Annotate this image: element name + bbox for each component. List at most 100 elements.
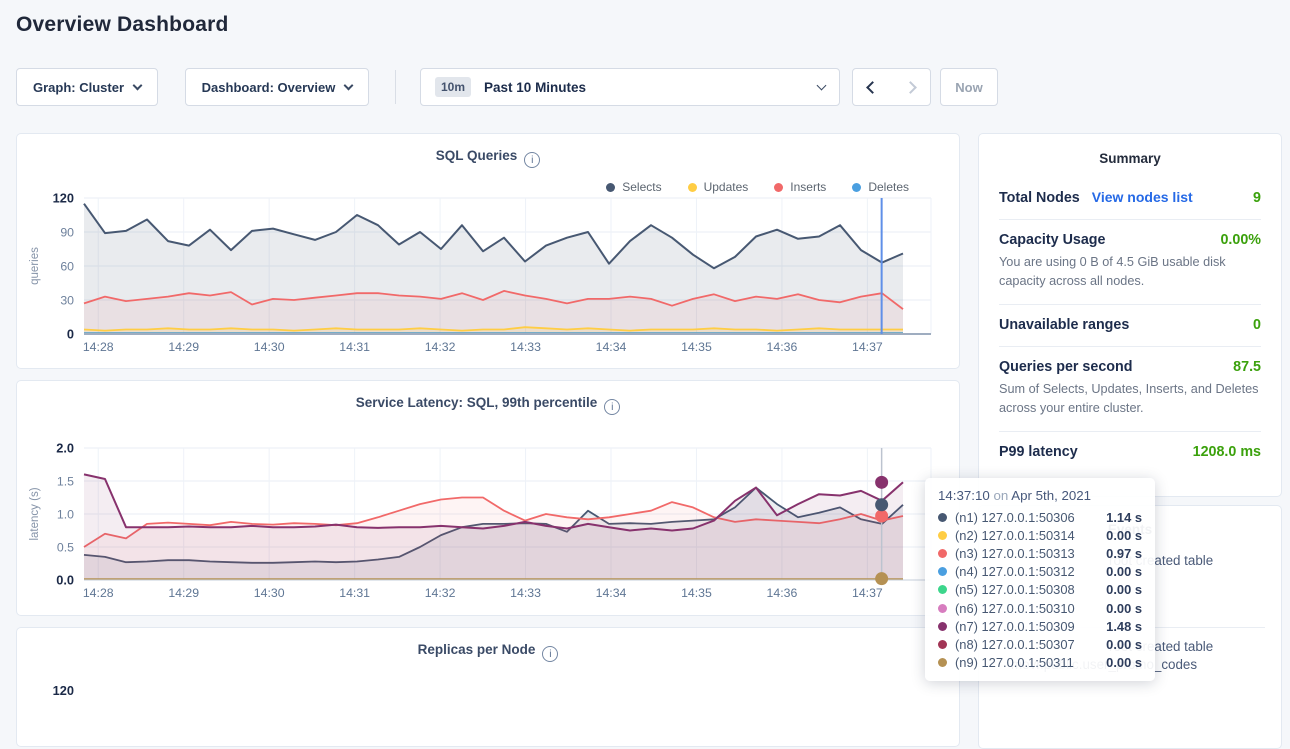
- tooltip-node-value: 0.00 s: [1106, 601, 1142, 616]
- service-latency-panel: Service Latency: SQL, 99th percentilei 0…: [16, 380, 960, 616]
- svg-text:14:28: 14:28: [83, 340, 114, 354]
- svg-text:14:34: 14:34: [596, 586, 627, 600]
- time-range-label: Past 10 Minutes: [484, 80, 586, 95]
- tooltip-node-name: (n8) 127.0.0.1:50307: [955, 637, 1075, 652]
- tooltip-node-row: (n5) 127.0.0.1:503080.00 s: [938, 581, 1142, 599]
- svg-text:14:31: 14:31: [339, 586, 370, 600]
- node-color-dot-icon: [938, 513, 947, 522]
- svg-text:14:36: 14:36: [767, 340, 798, 354]
- summary-row: Capacity Usage 0.00% You are using 0 B of …: [999, 219, 1261, 304]
- tooltip-node-row: (n1) 127.0.0.1:50306 1.14 s: [938, 508, 1142, 526]
- node-color-dot-icon: [938, 585, 947, 594]
- chevron-down-icon: [817, 80, 827, 90]
- summary-row-value: 87.5: [1233, 359, 1261, 375]
- sql-queries-panel: SQL Queriesi SelectsUpdatesInsertsDelete…: [16, 133, 960, 369]
- summary-row-value: 9: [1253, 190, 1261, 206]
- tooltip-node-value: 0.97 s: [1106, 546, 1142, 561]
- tooltip-node-value: 0.00 s: [1106, 564, 1142, 579]
- summary-rows: Total Nodes View nodes list 9 Capacity Usag…: [999, 177, 1261, 473]
- time-next-button[interactable]: [892, 69, 931, 105]
- time-prev-button[interactable]: [853, 69, 892, 105]
- summary-panel: Summary Total Nodes View nodes list 9 Capac…: [978, 133, 1282, 497]
- summary-row-top: Unavailable ranges 0: [999, 317, 1261, 333]
- toolbar-divider: [395, 70, 396, 104]
- summary-row-value: 0: [1253, 317, 1261, 333]
- tooltip-on-word: on: [993, 488, 1008, 503]
- tooltip-node-name: (n7) 127.0.0.1:50309: [955, 619, 1075, 634]
- chevron-down-icon: [344, 80, 354, 90]
- tooltip-node-name: (n4) 127.0.0.1:50312: [955, 564, 1075, 579]
- summary-heading: Summary: [999, 134, 1261, 177]
- svg-text:0.5: 0.5: [57, 541, 74, 555]
- chevron-down-icon: [133, 80, 143, 90]
- summary-row-label: Total Nodes: [999, 190, 1080, 206]
- svg-text:14:31: 14:31: [339, 340, 370, 354]
- tooltip-node-row: (n6) 127.0.0.1:50310 0.00 s: [938, 599, 1142, 617]
- node-color-dot-icon: [938, 622, 947, 631]
- summary-row-label: Capacity Usage: [999, 232, 1105, 248]
- tooltip-node-name: (n5) 127.0.0.1:50308: [955, 582, 1075, 597]
- summary-row-label: Unavailable ranges: [999, 317, 1129, 333]
- sql-queries-chart[interactable]: 030609012014:2814:2914:3014:3114:3214:33…: [17, 134, 959, 368]
- svg-text:14:37: 14:37: [852, 586, 883, 600]
- tooltip-time: 14:37:10: [938, 488, 990, 503]
- tooltip-node-row: (n2) 127.0.0.1:50314 0.00 s: [938, 526, 1142, 544]
- tooltip-node-name: (n2) 127.0.0.1:50314: [955, 528, 1075, 543]
- svg-text:14:30: 14:30: [254, 340, 285, 354]
- summary-row-description: Sum of Selects, Updates, Inserts, and De…: [999, 380, 1261, 418]
- svg-text:14:33: 14:33: [510, 340, 541, 354]
- svg-text:2.0: 2.0: [56, 441, 74, 456]
- svg-text:14:35: 14:35: [681, 340, 712, 354]
- now-button[interactable]: Now: [940, 68, 998, 106]
- tooltip-date: Apr 5th, 2021: [1011, 488, 1091, 503]
- svg-text:0.0: 0.0: [56, 573, 74, 588]
- tooltip-timestamp: 14:37:10 on Apr 5th, 2021: [938, 488, 1142, 503]
- svg-text:120: 120: [53, 191, 74, 206]
- tooltip-node-value: 0.00 s: [1106, 528, 1142, 543]
- tooltip-node-value: 1.14 s: [1106, 510, 1142, 525]
- tooltip-node-name: (n6) 127.0.0.1:50310: [955, 601, 1075, 616]
- svg-text:60: 60: [60, 260, 74, 274]
- view-nodes-list-link[interactable]: View nodes list: [1092, 189, 1193, 205]
- node-color-dot-icon: [938, 640, 947, 649]
- tooltip-node-name: (n3) 127.0.0.1:50313: [955, 546, 1075, 561]
- graph-dropdown-label: Graph: Cluster: [33, 80, 124, 95]
- tooltip-node-row: (n4) 127.0.0.1:50312 0.00 s: [938, 563, 1142, 581]
- svg-text:90: 90: [60, 226, 74, 240]
- service-latency-chart[interactable]: 0.00.51.01.52.014:2814:2914:3014:3114:32…: [17, 381, 959, 615]
- summary-row: Total Nodes View nodes list 9: [999, 177, 1261, 219]
- node-color-dot-icon: [938, 658, 947, 667]
- summary-row-value: 1208.0 ms: [1193, 444, 1261, 460]
- summary-row-description: You are using 0 B of 4.5 GiB usable disk…: [999, 253, 1261, 291]
- dashboard-dropdown[interactable]: Dashboard: Overview: [185, 68, 369, 106]
- time-range-badge: 10m: [435, 77, 471, 97]
- tooltip-node-name: (n1) 127.0.0.1:50306: [955, 510, 1075, 525]
- summary-row-top: Total Nodes View nodes list 9: [999, 189, 1261, 206]
- graph-dropdown[interactable]: Graph: Cluster: [16, 68, 158, 106]
- replicas-per-node-title: Replicas per Nodei: [17, 642, 959, 662]
- chevron-left-icon: [866, 81, 879, 94]
- summary-row: Queries per second87.5 Sum of Selects, Up…: [999, 346, 1261, 431]
- time-range-dropdown[interactable]: 10m Past 10 Minutes: [420, 68, 840, 106]
- svg-text:queries: queries: [29, 247, 41, 285]
- svg-text:14:37: 14:37: [852, 340, 883, 354]
- svg-text:14:32: 14:32: [425, 340, 456, 354]
- node-color-dot-icon: [938, 567, 947, 576]
- svg-text:14:29: 14:29: [168, 340, 199, 354]
- chevron-right-icon: [904, 81, 917, 94]
- summary-row-top: Capacity Usage 0.00%: [999, 232, 1261, 248]
- tooltip-node-value: 0.00 s: [1106, 637, 1142, 652]
- page-title: Overview Dashboard: [16, 13, 229, 37]
- chart-hover-tooltip: 14:37:10 on Apr 5th, 2021 (n1) 127.0.0.1…: [925, 478, 1155, 681]
- summary-row-top: Queries per second87.5: [999, 359, 1261, 375]
- info-icon[interactable]: i: [542, 646, 558, 662]
- summary-row: Unavailable ranges 0: [999, 304, 1261, 346]
- summary-row-value: 0.00%: [1220, 232, 1261, 248]
- svg-text:14:34: 14:34: [596, 340, 627, 354]
- tooltip-node-row: (n8) 127.0.0.1:50307 0.00 s: [938, 635, 1142, 653]
- summary-row-top: P99 latency1208.0 ms: [999, 444, 1261, 460]
- svg-text:14:28: 14:28: [83, 586, 114, 600]
- svg-text:14:36: 14:36: [767, 586, 798, 600]
- svg-text:latency (s): latency (s): [29, 487, 41, 540]
- time-step-button-group: [852, 68, 931, 106]
